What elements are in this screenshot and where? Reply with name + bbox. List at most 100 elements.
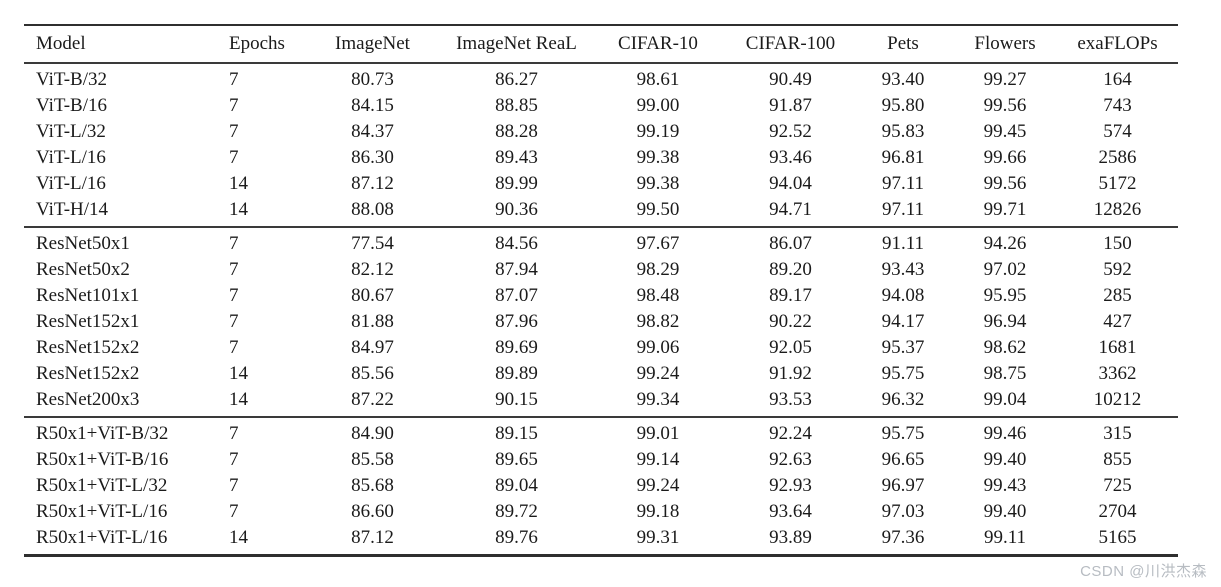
cell-cifar-100: 93.64 — [769, 501, 812, 522]
cell-epochs: 7 — [229, 285, 239, 306]
cell-exaflops: 164 — [1103, 69, 1132, 90]
cell-pets: 95.75 — [881, 423, 925, 444]
cell-epochs: 7 — [229, 501, 239, 522]
cell-model: R50x1+ViT-L/16 — [36, 527, 168, 548]
column-header-epochs: Epochs — [217, 25, 300, 64]
cell-exaflops: 855 — [1103, 449, 1132, 470]
cell-cifar-10: 99.38 — [636, 147, 680, 168]
cell-cifar-100: 90.22 — [769, 311, 812, 332]
cell-epochs: 7 — [229, 95, 239, 116]
table-row: ResNet152x2 14 85.56 89.89 99.24 91.92 95.75 98… — [24, 361, 1178, 387]
cell-imagenet-real: 87.94 — [495, 259, 538, 280]
cell-imagenet-real: 87.96 — [495, 311, 538, 332]
cell-pets: 96.81 — [881, 147, 925, 168]
table-section-resnet: ResNet50x1 7 77.54 84.56 97.67 86.07 91.11 94.2… — [24, 227, 1178, 417]
cell-cifar-100: 89.17 — [769, 285, 812, 306]
cell-imagenet-real: 89.65 — [495, 449, 538, 470]
cell-cifar-100: 86.07 — [769, 233, 812, 254]
column-header-exaflops: exaFLOPs — [1057, 25, 1178, 64]
cell-model: ResNet152x2 — [36, 363, 140, 384]
cell-imagenet: 88.08 — [351, 199, 394, 220]
table-row: ViT-B/32 7 80.73 86.27 98.61 90.49 93.40 99.27 1… — [24, 63, 1178, 93]
cell-cifar-100: 92.05 — [769, 337, 812, 358]
column-header-pets: Pets — [853, 25, 953, 64]
cell-cifar-10: 99.14 — [636, 449, 680, 470]
cell-model: R50x1+ViT-L/32 — [36, 475, 168, 496]
cell-cifar-10: 99.38 — [636, 173, 680, 194]
cell-cifar-10: 98.61 — [636, 69, 680, 90]
cell-cifar-10: 99.00 — [636, 95, 680, 116]
cell-model: R50x1+ViT-B/16 — [36, 449, 169, 470]
cell-cifar-100: 92.24 — [769, 423, 812, 444]
cell-cifar-10: 99.01 — [636, 423, 680, 444]
cell-imagenet-real: 89.69 — [495, 337, 538, 358]
cell-imagenet: 80.73 — [351, 69, 394, 90]
cell-imagenet: 81.88 — [351, 311, 394, 332]
cell-pets: 96.32 — [881, 389, 925, 410]
cell-flowers: 97.02 — [983, 259, 1027, 280]
cell-exaflops: 2586 — [1098, 147, 1137, 168]
cell-imagenet-real: 90.36 — [495, 199, 538, 220]
cell-flowers: 95.95 — [983, 285, 1027, 306]
cell-cifar-100: 91.92 — [769, 363, 812, 384]
cell-exaflops: 725 — [1103, 475, 1132, 496]
cell-imagenet-real: 89.99 — [495, 173, 538, 194]
table-row: ViT-H/14 14 88.08 90.36 99.50 94.71 97.11 99.71… — [24, 197, 1178, 227]
column-header-flowers: Flowers — [953, 25, 1057, 64]
cell-epochs: 7 — [229, 147, 239, 168]
cell-imagenet-real: 89.04 — [495, 475, 538, 496]
cell-imagenet-real: 88.28 — [495, 121, 538, 142]
cell-cifar-10: 99.19 — [636, 121, 680, 142]
cell-epochs: 7 — [229, 259, 239, 280]
cell-flowers: 99.71 — [983, 199, 1027, 220]
results-table: Model Epochs ImageNet ImageNet ReaL CIFA… — [24, 24, 1178, 557]
cell-flowers: 96.94 — [983, 311, 1027, 332]
cell-pets: 91.11 — [881, 233, 925, 254]
cell-model: ViT-H/14 — [36, 199, 109, 220]
cell-pets: 93.43 — [881, 259, 925, 280]
cell-flowers: 99.04 — [983, 389, 1027, 410]
cell-epochs: 7 — [229, 337, 239, 358]
cell-pets: 97.36 — [881, 527, 925, 548]
cell-pets: 94.17 — [881, 311, 925, 332]
cell-model: ResNet152x1 — [36, 311, 140, 332]
table-row: ViT-L/32 7 84.37 88.28 99.19 92.52 95.83 99.45 5… — [24, 119, 1178, 145]
cell-cifar-100: 93.89 — [769, 527, 812, 548]
column-header-imagenet: ImageNet — [300, 25, 445, 64]
table-row: ResNet50x1 7 77.54 84.56 97.67 86.07 91.11 94.2… — [24, 227, 1178, 257]
cell-cifar-10: 99.50 — [636, 199, 680, 220]
cell-epochs: 14 — [229, 173, 248, 194]
cell-cifar-10: 98.48 — [636, 285, 680, 306]
cell-epochs: 7 — [229, 121, 239, 142]
cell-cifar-100: 93.53 — [769, 389, 812, 410]
cell-model: ViT-L/16 — [36, 173, 106, 194]
cell-imagenet: 84.37 — [351, 121, 394, 142]
cell-epochs: 7 — [229, 69, 239, 90]
cell-flowers: 99.40 — [983, 449, 1027, 470]
cell-imagenet: 85.58 — [351, 449, 394, 470]
cell-flowers: 99.46 — [983, 423, 1027, 444]
cell-imagenet: 86.60 — [351, 501, 394, 522]
cell-epochs: 14 — [229, 363, 248, 384]
cell-flowers: 94.26 — [983, 233, 1027, 254]
cell-cifar-100: 92.52 — [769, 121, 812, 142]
cell-pets: 97.03 — [881, 501, 925, 522]
cell-imagenet: 87.12 — [351, 527, 394, 548]
cell-flowers: 99.27 — [983, 69, 1027, 90]
table-row: ViT-B/16 7 84.15 88.85 99.00 91.87 95.80 99.56 7… — [24, 93, 1178, 119]
table-row: R50x1+ViT-L/16 14 87.12 89.76 99.31 93.89 97.3… — [24, 525, 1178, 556]
cell-imagenet-real: 87.07 — [495, 285, 538, 306]
column-header-model: Model — [24, 25, 217, 64]
cell-imagenet: 82.12 — [351, 259, 394, 280]
cell-pets: 97.11 — [881, 199, 925, 220]
cell-model: ViT-L/32 — [36, 121, 106, 142]
cell-cifar-10: 99.24 — [636, 475, 680, 496]
cell-exaflops: 3362 — [1098, 363, 1137, 384]
cell-epochs: 14 — [229, 389, 248, 410]
cell-exaflops: 574 — [1103, 121, 1132, 142]
cell-epochs: 7 — [229, 423, 239, 444]
cell-exaflops: 743 — [1103, 95, 1132, 116]
cell-imagenet-real: 89.15 — [495, 423, 538, 444]
cell-cifar-10: 97.67 — [636, 233, 680, 254]
